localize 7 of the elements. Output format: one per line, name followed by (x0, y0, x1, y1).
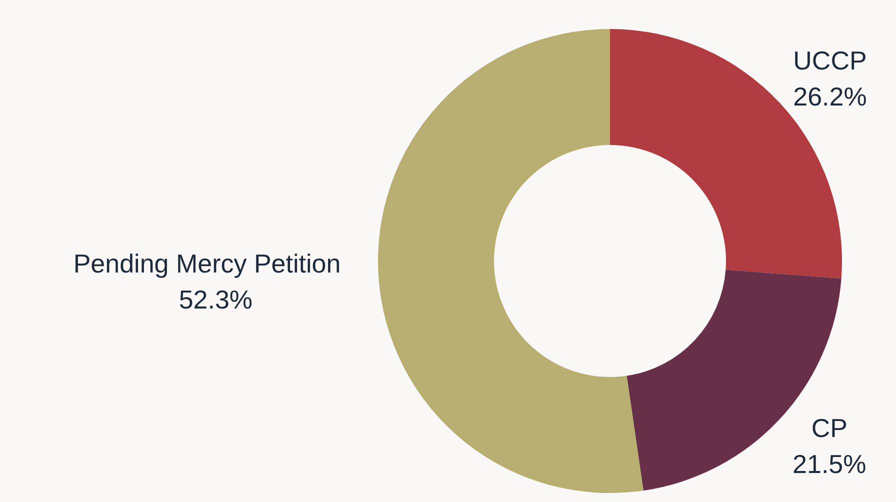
slice-label: UCCP (793, 45, 867, 76)
data-label: 26.2% (793, 81, 867, 112)
data-label: 21.5% (792, 449, 866, 480)
data-label: 52.3% (178, 284, 253, 314)
slice-label: CP (811, 413, 848, 444)
donut-slice (378, 29, 644, 493)
slice-label: Pending Mercy Petition (73, 248, 341, 278)
